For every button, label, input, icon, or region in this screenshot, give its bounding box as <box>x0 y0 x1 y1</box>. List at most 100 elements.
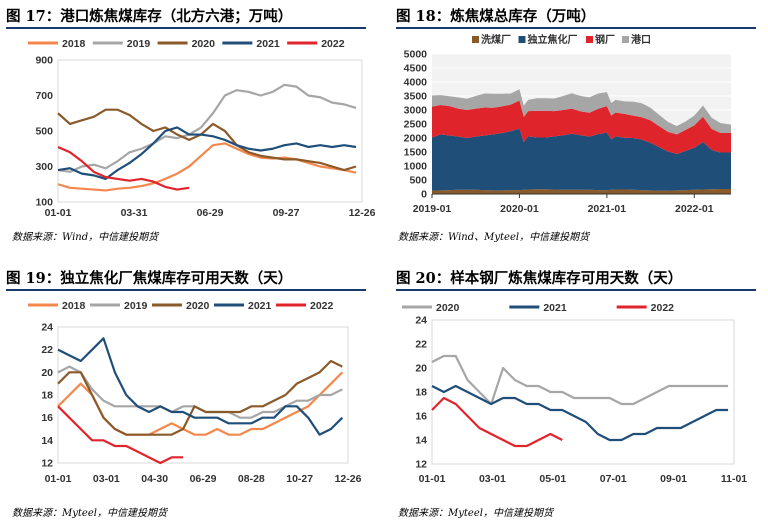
line-series <box>57 142 357 192</box>
y-tick-label: 2500 <box>404 119 428 131</box>
y-tick-label: 22 <box>41 344 53 356</box>
x-tick-label: 04-30 <box>141 473 168 485</box>
x-tick-label: 11-01 <box>721 473 747 485</box>
y-tick-label: 1000 <box>404 161 428 173</box>
x-tick-label: 06-29 <box>190 473 217 485</box>
x-tick-label: 05-01 <box>539 473 566 485</box>
x-tick-label: 03-31 <box>121 207 148 219</box>
source-note: 数据来源：Myteel，中信建投期货 <box>12 508 167 519</box>
x-tick-label: 03-01 <box>479 473 506 485</box>
legend-label: 2022 <box>310 300 334 312</box>
y-tick-label: 12 <box>415 459 427 471</box>
x-tick-label: 08-28 <box>238 473 265 485</box>
legend-label: 2022 <box>651 302 675 314</box>
y-tick-label: 4000 <box>404 77 428 89</box>
y-tick-label: 700 <box>35 90 53 102</box>
x-tick-label: 09-27 <box>273 207 300 219</box>
y-tick-label: 20 <box>415 363 427 375</box>
x-tick-label: 2022-01 <box>675 203 714 215</box>
legend: 2020 2021 2022 <box>402 302 674 314</box>
y-tick-label: 500 <box>35 126 53 138</box>
legend-label: 2020 <box>192 38 216 50</box>
area-series <box>432 89 731 135</box>
x-tick-label: 03-01 <box>93 473 120 485</box>
source-note: 数据来源：Wind、Myteel，中信建投期货 <box>398 232 590 243</box>
x-tick-label: 2020-01 <box>500 203 539 215</box>
area-series <box>432 188 731 194</box>
legend-label: 钢厂 <box>595 33 615 46</box>
area-series <box>432 128 731 191</box>
y-tick-label: 300 <box>35 161 53 173</box>
x-tick-label: 09-01 <box>660 473 687 485</box>
line-series <box>431 354 729 406</box>
chart-panel-19: 图 19：独立焦化厂焦煤库存可用天数（天） 2018 2019 2020 2021 20… <box>0 262 380 528</box>
line-series <box>57 145 190 191</box>
line-series <box>57 108 357 172</box>
line-series <box>431 384 729 442</box>
y-tick-label: 500 <box>409 175 427 187</box>
chart-title: 图 18：炼焦煤总库存（万吨） <box>396 8 596 25</box>
title-rule <box>396 289 756 291</box>
y-tick-label: 5000 <box>404 49 428 61</box>
plot-frame <box>57 59 363 203</box>
legend-label: 2020 <box>436 302 460 314</box>
area-series <box>432 100 731 154</box>
title-rule <box>396 27 756 29</box>
y-tick-label: 1500 <box>404 147 428 159</box>
y-tick-label: 12 <box>41 458 53 470</box>
chart-panel-20: 图 20：样本钢厂炼焦煤库存可用天数（天） 2020 2021 2022 12 14 16… <box>386 262 768 528</box>
legend-label: 2022 <box>321 38 345 50</box>
x-tick-label: 06-29 <box>197 207 224 219</box>
legend-label: 洗煤厂 <box>481 33 511 46</box>
legend-label: 港口 <box>631 33 651 46</box>
legend: 洗煤厂 独立焦化厂 钢厂 港口 <box>472 33 651 46</box>
legend-label: 2021 <box>256 38 280 50</box>
y-tick-label: 24 <box>415 315 427 327</box>
title-rule <box>6 289 366 291</box>
x-tick-label: 2019-01 <box>413 203 452 215</box>
x-tick-label: 01-01 <box>45 473 72 485</box>
y-tick-label: 16 <box>41 412 53 424</box>
y-tick-label: 100 <box>35 197 53 209</box>
legend-swatch <box>586 36 593 43</box>
legend-swatch <box>472 36 479 43</box>
chart-panel-17: 图 17：港口炼焦煤库存（北方六港；万吨） 2018 2019 2020 2021 20… <box>0 0 380 245</box>
legend-label: 2021 <box>248 300 272 312</box>
legend-label: 2019 <box>127 38 151 50</box>
source-note: 数据来源：Wind，中信建投期货 <box>12 232 159 243</box>
chart-svg: 2018 2019 2020 2021 2022 100 300 500 700 900 01-01… <box>28 38 376 219</box>
y-tick-label: 3500 <box>404 91 428 103</box>
line-series <box>431 396 563 448</box>
legend-label: 2020 <box>186 300 210 312</box>
y-tick-label: 14 <box>41 435 53 447</box>
legend-label: 2018 <box>62 300 86 312</box>
chart-panel-18: 图 18：炼焦煤总库存（万吨） 洗煤厂 独立焦化厂 钢厂 港口 0 500 1000 1500… <box>386 0 768 245</box>
legend: 2018 2019 2020 2021 2022 <box>28 300 334 312</box>
legend-swatch <box>622 36 629 43</box>
legend-label: 独立焦化厂 <box>528 33 578 46</box>
y-tick-label: 2000 <box>404 133 428 145</box>
x-tick-label: 2021-01 <box>588 203 627 215</box>
title-rule <box>6 27 366 29</box>
y-tick-label: 14 <box>415 435 427 447</box>
source-note: 数据来源：Myteel，中信建投期货 <box>398 508 553 519</box>
y-tick-label: 20 <box>41 367 53 379</box>
line-series <box>57 337 344 436</box>
plot-frame <box>431 319 735 465</box>
legend: 2018 2019 2020 2021 2022 <box>28 38 345 50</box>
plot-frame <box>57 326 349 464</box>
chart-svg: 洗煤厂 独立焦化厂 钢厂 港口 0 500 1000 1500 2000 2500 3000 3500… <box>404 33 731 215</box>
y-tick-label: 3000 <box>404 105 428 117</box>
line-series <box>57 126 357 181</box>
y-tick-label: 22 <box>415 339 427 351</box>
x-tick-label: 10-27 <box>286 473 313 485</box>
y-tick-label: 18 <box>41 390 53 402</box>
legend-swatch <box>518 36 526 43</box>
y-tick-label: 900 <box>35 55 53 67</box>
x-tick-label: 12-26 <box>335 473 362 485</box>
x-tick-label: 12-26 <box>349 207 376 219</box>
chart-title: 图 19：独立焦化厂焦煤库存可用天数（天） <box>6 270 293 287</box>
line-series <box>57 83 357 173</box>
